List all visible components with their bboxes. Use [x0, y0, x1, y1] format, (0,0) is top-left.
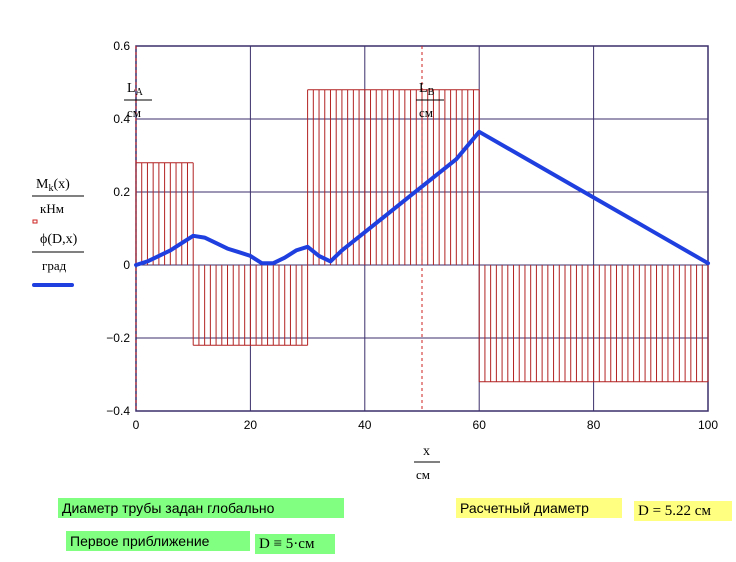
- ylabel-moment-den: кНм: [40, 201, 64, 216]
- y-tick-label: 0.2: [113, 185, 130, 199]
- y-tick-label: 0.4: [113, 112, 130, 126]
- y-tick-label: −0.2: [106, 331, 130, 345]
- ylabel-moment: Mk(x) кНм: [32, 177, 84, 216]
- svg-text:см: см: [419, 105, 433, 120]
- computed-diameter-value[interactable]: D = 5.22 см: [634, 501, 732, 521]
- first-approx-label: Первое приближение: [66, 531, 250, 551]
- x-tick-label: 20: [244, 418, 258, 432]
- xlabel-num: x: [423, 444, 430, 459]
- y-tick-label: 0: [123, 258, 130, 272]
- svg-text:LB: LB: [419, 81, 435, 98]
- ylabel-angle-num: ϕ(D,x): [40, 232, 78, 247]
- bar-legend-marker: [32, 219, 38, 224]
- y-tick-label: 0.6: [113, 39, 130, 53]
- bars: [135, 89, 709, 383]
- global-diameter-note: Диаметр трубы задан глобально: [58, 498, 344, 518]
- x-tick-label: 80: [587, 418, 601, 432]
- marker-label-lb: LB см: [416, 81, 444, 120]
- computed-diameter-label: Расчетный диаметр: [456, 498, 622, 518]
- first-approx-value[interactable]: D ≡ 5·см: [255, 534, 335, 554]
- ylabel-angle-den: град: [42, 258, 67, 273]
- xlabel-den: см: [416, 467, 430, 482]
- x-tick-label: 100: [698, 418, 718, 432]
- xlabel: x см: [414, 444, 440, 482]
- svg-text:см: см: [127, 105, 141, 120]
- marker-lines: [135, 46, 423, 411]
- x-tick-label: 60: [473, 418, 487, 432]
- svg-text:LA: LA: [127, 81, 144, 98]
- x-tick-label: 40: [358, 418, 372, 432]
- y-tick-label: −0.4: [106, 404, 130, 418]
- marker-label-la: LA см: [124, 81, 152, 120]
- chart: 0 20 40 60 80 100 −0.4 −0.2 0 0.2 0.4 0.6 Mk(x) кНм…: [32, 39, 718, 482]
- ylabel-moment-num: Mk(x): [36, 177, 70, 194]
- ylabel-angle: ϕ(D,x) град: [32, 232, 84, 273]
- x-tick-label: 0: [133, 418, 140, 432]
- tick-labels: 0 20 40 60 80 100 −0.4 −0.2 0 0.2 0.4 0.6: [106, 39, 718, 432]
- series-line-angle: [134, 129, 710, 267]
